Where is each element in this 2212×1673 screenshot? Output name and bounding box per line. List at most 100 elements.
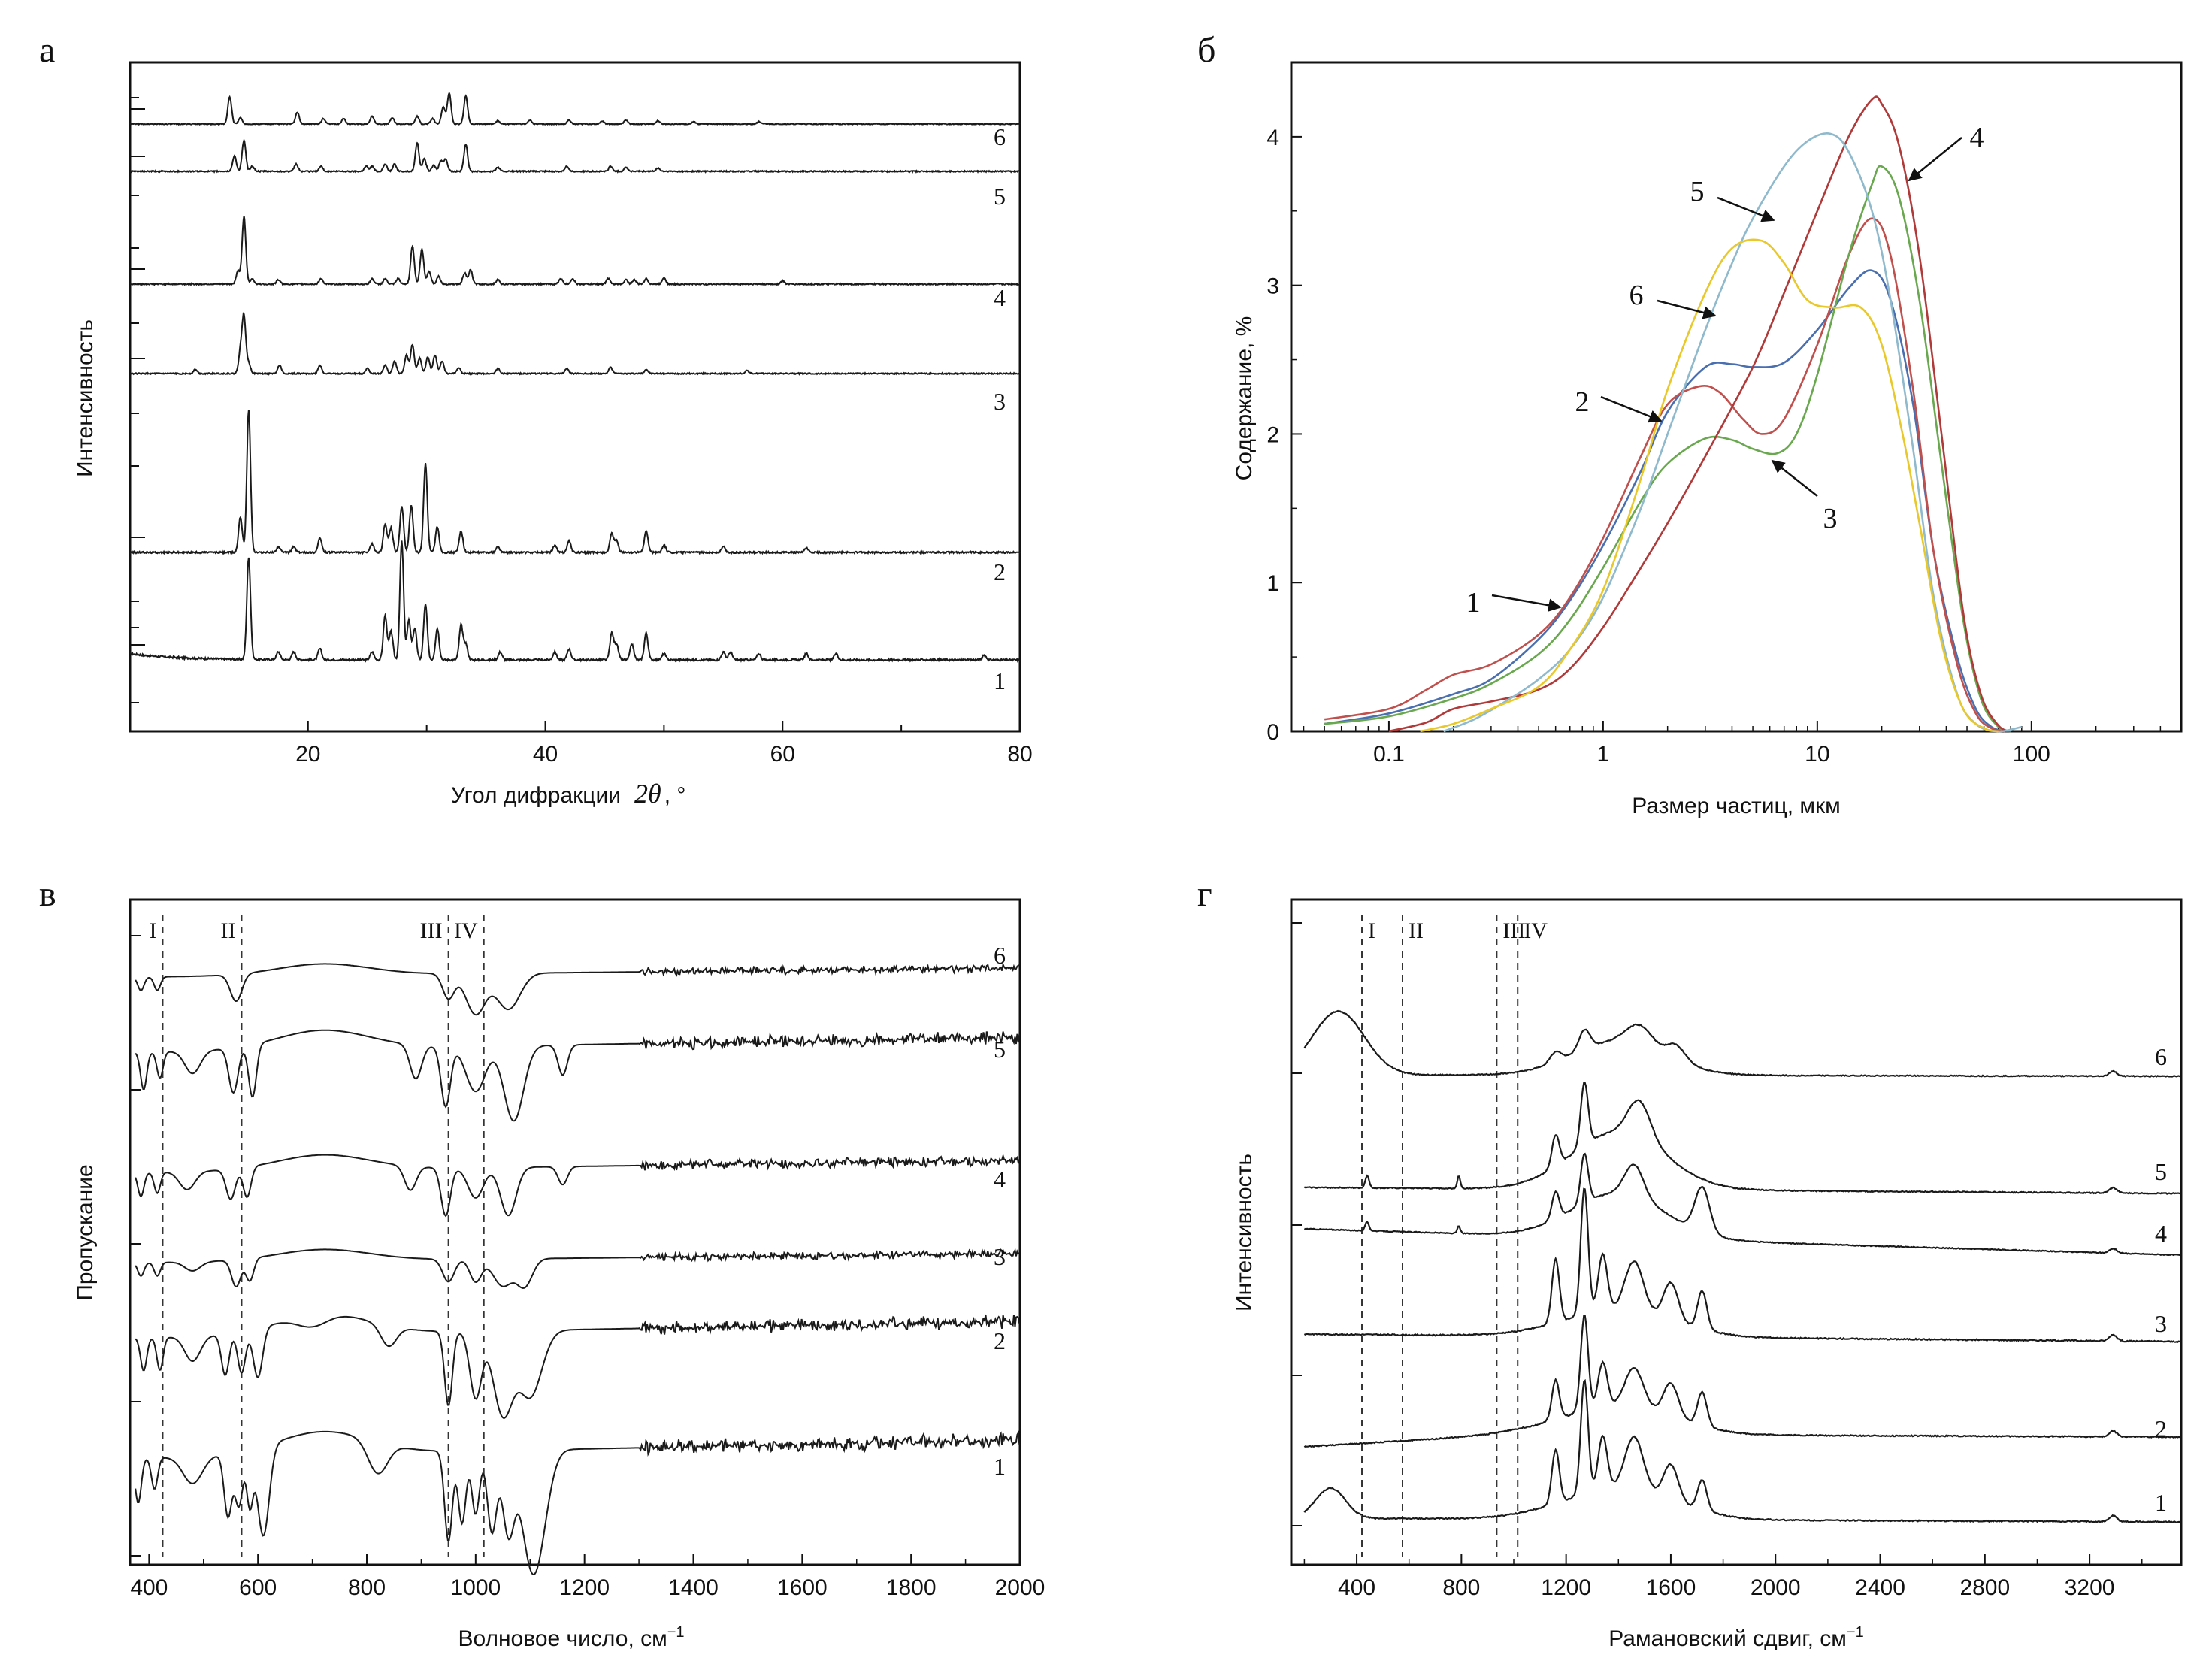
- ir-curve-1: [135, 1430, 1021, 1576]
- panel-d-xtick-label: 800: [1442, 1575, 1480, 1600]
- panel-a-xtick-label: 60: [770, 742, 795, 767]
- panel-d: г Интенсивность Рамановский сдвиг, см−1 …: [1197, 874, 2183, 1651]
- psd-curve-label-3: 3: [1823, 503, 1838, 534]
- panel-c-xlabel-sup: −1: [667, 1624, 685, 1641]
- panel-b-ytick-label: 1: [1266, 571, 1279, 596]
- panel-a-ylabel: Интенсивность: [73, 319, 98, 477]
- raman-reference-label-II: II: [1409, 918, 1424, 943]
- psd-curve-3: [1324, 165, 2011, 733]
- raman-curve-6: [1303, 1009, 2181, 1078]
- panel-a-xtick-label: 80: [1007, 742, 1032, 767]
- panel-b-xtick-label: 1: [1597, 742, 1610, 767]
- panel-d-xtick-label: 2800: [1959, 1575, 2010, 1600]
- psd-curve-label-6: 6: [1629, 280, 1644, 311]
- panel-d-xtick-label: 2000: [1751, 1575, 1801, 1600]
- panel-c-xlabel: Волновое число, см−1: [458, 1624, 684, 1651]
- panel-a-letter: а: [39, 30, 55, 70]
- xrd-curve-label-1: 1: [994, 667, 1006, 694]
- ir-curve-6: [135, 962, 1020, 1016]
- raman-curve-2: [1303, 1314, 2181, 1448]
- ir-curve-2: [135, 1314, 1021, 1419]
- panel-b-letter: б: [1197, 30, 1215, 70]
- panel-d-xlabel-sup: −1: [1847, 1624, 1864, 1641]
- raman-curve-label-3: 3: [2155, 1310, 2167, 1337]
- ir-curve-label-1: 1: [994, 1453, 1006, 1480]
- panel-c-frame: [129, 898, 1021, 1566]
- panel-b-ytick-label: 0: [1266, 720, 1279, 745]
- ir-curve-5: [135, 1029, 1021, 1122]
- panel-c-xtick-label: 1000: [450, 1575, 501, 1600]
- panel-a-xlabel-unit: , °: [664, 783, 686, 808]
- panel-b-curves: [1324, 95, 2023, 733]
- panel-b-frame: [1290, 61, 2183, 733]
- psd-curve-label-1: 1: [1466, 587, 1481, 619]
- psd-arrow-5: [1717, 196, 1775, 222]
- psd-curve-6: [1420, 238, 1999, 733]
- xrd-curve-1: [129, 540, 1021, 664]
- ir-curve-label-2: 2: [994, 1327, 1006, 1354]
- raman-curve-label-6: 6: [2155, 1043, 2167, 1070]
- panel-a-xtick-label: 20: [295, 742, 320, 767]
- raman-curve-label-1: 1: [2155, 1489, 2167, 1516]
- panel-b-xtick-label: 0.1: [1373, 742, 1405, 767]
- panel-d-xtick-label: 2400: [1855, 1575, 1905, 1600]
- panel-a-xtick-label: 40: [533, 742, 558, 767]
- ir-curve-label-4: 4: [994, 1166, 1006, 1193]
- panel-d-curves: 1 2 3 4 5 6: [1303, 1009, 2181, 1523]
- xrd-curve-2: [129, 410, 1021, 555]
- psd-curve-1: [1324, 269, 2005, 733]
- panel-b-ticks: 0.1 1 10 100 0 1 2 3 4: [1266, 126, 2162, 767]
- panel-b: б Содержание, % Размер частиц, мкм 0.1 1 1…: [1197, 30, 2183, 818]
- panel-c-xtick-label: 2000: [995, 1575, 1045, 1600]
- panel-b-ytick-label: 4: [1266, 126, 1279, 150]
- panel-d-xtick-label: 1200: [1541, 1575, 1591, 1600]
- panel-c-xtick-label: 800: [348, 1575, 386, 1600]
- ir-reference-label-II: II: [220, 918, 235, 943]
- panel-c-xtick-label: 1400: [668, 1575, 719, 1600]
- xrd-curve-4: [129, 216, 1021, 287]
- panel-d-ylabel: Интенсивность: [1232, 1154, 1257, 1311]
- panel-b-annotations: 1 2 3 4 5 6: [1466, 122, 1984, 619]
- panel-d-letter: г: [1197, 874, 1212, 914]
- xrd-curve-5: [129, 138, 1021, 174]
- psd-arrow-3: [1771, 459, 1818, 497]
- panel-d-xtick-label: 3200: [2065, 1575, 2115, 1600]
- panel-c: в Пропускание Волновое число, см−1 400 60…: [39, 874, 1045, 1651]
- ir-curve-label-3: 3: [994, 1243, 1006, 1270]
- ir-curve-3: [135, 1248, 1020, 1290]
- panel-a-xlabel-text: Угол дифракции: [451, 783, 621, 808]
- panel-c-xtick-label: 400: [130, 1575, 168, 1600]
- psd-curve-label-2: 2: [1575, 386, 1590, 418]
- panel-d-xlabel: Рамановский сдвиг, см−1: [1608, 1624, 1863, 1651]
- panel-b-ylabel: Содержание, %: [1232, 316, 1257, 481]
- panel-c-ylabel: Пропускание: [73, 1164, 98, 1300]
- panel-a-frame: [129, 61, 1021, 733]
- ir-reference-label-I: I: [149, 918, 156, 943]
- raman-curve-label-2: 2: [2155, 1415, 2167, 1442]
- ir-reference-label-III: III: [420, 918, 443, 943]
- panel-c-xtick-label: 600: [239, 1575, 277, 1600]
- panel-d-frame: [1290, 898, 2183, 1566]
- panel-c-curves: 1 2 3 4 5 6: [135, 942, 1021, 1576]
- panel-b-xtick-label: 100: [2013, 742, 2050, 767]
- raman-curve-label-5: 5: [2155, 1158, 2167, 1185]
- raman-reference-label-IV: IV: [1524, 918, 1548, 943]
- psd-arrow-2: [1600, 395, 1663, 423]
- psd-arrow-4: [1908, 137, 1962, 182]
- raman-curve-4: [1303, 1152, 2181, 1257]
- panel-d-ticks: 400 800 1200 1600 2000 2400 2800 3200: [1291, 922, 2143, 1600]
- panel-c-xtick-label: 1800: [886, 1575, 937, 1600]
- panel-c-xlabel-text: Волновое число, см: [458, 1626, 667, 1651]
- xrd-curve-label-3: 3: [994, 388, 1006, 415]
- xrd-curve-label-6: 6: [994, 123, 1006, 150]
- panel-c-letter: в: [39, 874, 56, 914]
- panel-b-ytick-label: 3: [1266, 274, 1279, 299]
- panel-a: а Интенсивность Угол дифракции 2θ, ° 20 40…: [39, 30, 1033, 809]
- ir-reference-label-IV: IV: [454, 918, 478, 943]
- raman-reference-label-I: I: [1368, 918, 1375, 943]
- psd-curve-4: [1388, 95, 2011, 733]
- panel-d-xtick-label: 400: [1338, 1575, 1375, 1600]
- panel-b-ytick-label: 2: [1266, 422, 1279, 447]
